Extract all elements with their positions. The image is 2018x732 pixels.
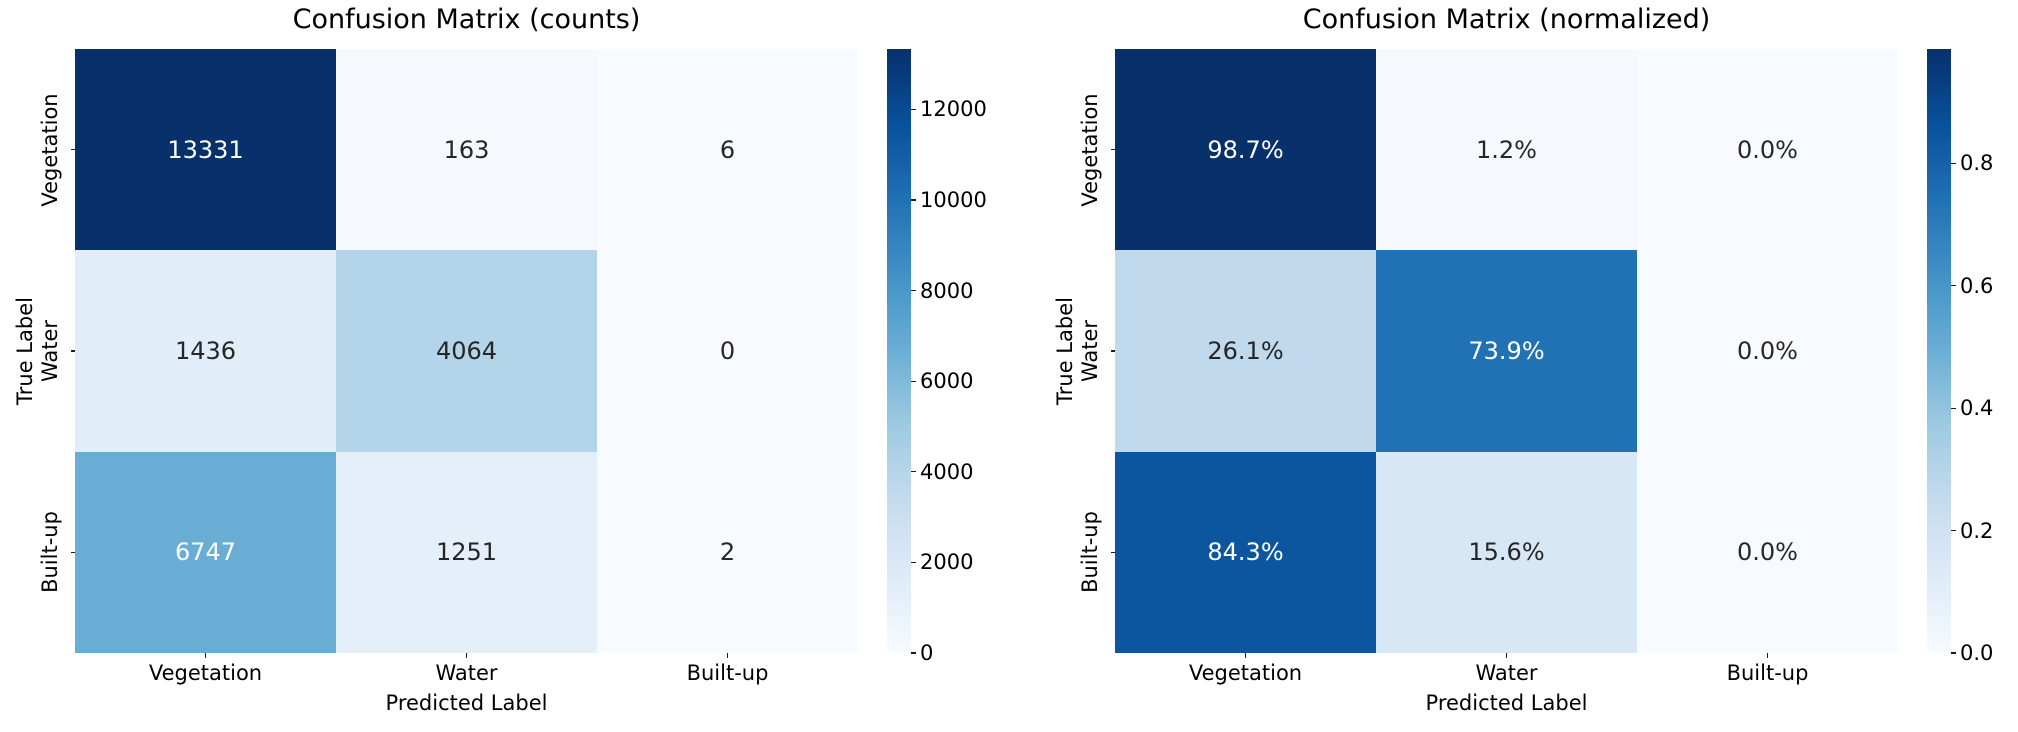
chart-title: Confusion Matrix (counts) — [292, 4, 641, 35]
colorbar-tick-mark — [1951, 529, 1956, 532]
y-tick-mark — [1110, 350, 1115, 352]
x-tick-label: Built-up — [686, 661, 769, 685]
heatmap-cell: 0.0% — [1637, 250, 1898, 452]
colorbar-tick-mark — [911, 108, 916, 110]
cell-value: 6747 — [174, 538, 237, 567]
x-tick-label: Vegetation — [1188, 661, 1303, 685]
heatmap-cell: 6 — [597, 49, 858, 251]
cell-value: 1251 — [435, 538, 498, 567]
colorbar-tick-mark — [911, 289, 916, 292]
cell-value: 0 — [719, 336, 736, 365]
y-tick-mark — [1110, 149, 1115, 151]
y-tick-mark — [70, 149, 75, 151]
heatmap-grid: 13331 163 6 1436 4064 0 6747 1251 2 — [75, 49, 858, 653]
colorbar-tick-mark — [911, 561, 916, 564]
cell-value: 6 — [719, 135, 736, 164]
y-tick-mark — [70, 350, 75, 352]
colorbar-tick-label: 0.6 — [1960, 273, 1994, 298]
colorbar-tick-mark — [1951, 285, 1956, 287]
y-tick-label: Built-up — [1078, 511, 1102, 594]
y-tick-mark — [70, 551, 75, 553]
x-tick-mark — [204, 653, 207, 658]
heatmap-cell: 13331 — [75, 49, 336, 251]
colorbar-gradient — [1927, 49, 1951, 653]
y-tick-label: Water — [38, 319, 62, 383]
x-tick-mark — [1505, 653, 1508, 658]
y-axis-label: True Label — [13, 297, 37, 405]
colorbar-tick-mark — [1951, 162, 1956, 165]
colorbar-tick-label: 10000 — [920, 187, 987, 212]
heatmap-cell: 1436 — [75, 250, 336, 452]
heatmap-cell: 0.0% — [1637, 49, 1898, 251]
colorbar-tick-label: 4000 — [920, 459, 974, 484]
y-tick-label: Water — [1078, 319, 1102, 383]
heatmap-cell: 0.0% — [1637, 451, 1898, 653]
heatmap-cell: 1251 — [336, 451, 597, 653]
heatmap-cell: 2 — [597, 451, 858, 653]
heatmap-cell: 1.2% — [1376, 49, 1637, 251]
cell-value: 0.0% — [1737, 336, 1798, 365]
heatmap-cell: 4064 — [336, 250, 597, 452]
chart-title: Confusion Matrix (normalized) — [1302, 4, 1711, 35]
cell-value: 84.3% — [1207, 538, 1284, 567]
cell-value: 98.7% — [1207, 135, 1284, 164]
heatmap-cell: 84.3% — [1115, 451, 1376, 653]
y-axis-label: True Label — [1053, 297, 1077, 405]
cell-value: 2 — [719, 538, 736, 567]
y-tick-label: Vegetation — [1078, 93, 1102, 207]
colorbar-tick-mark — [1951, 652, 1956, 654]
colorbar-tick-label: 8000 — [920, 278, 974, 303]
cell-value: 73.9% — [1468, 336, 1545, 365]
cell-value: 26.1% — [1207, 336, 1284, 365]
x-axis-label: Predicted Label — [1425, 691, 1588, 715]
colorbar-tick-mark — [911, 471, 916, 473]
x-tick-label: Vegetation — [148, 661, 263, 685]
colorbar-tick-label: 0.0 — [1960, 641, 1994, 665]
colorbar-tick-label: 6000 — [920, 369, 974, 394]
cell-value: 163 — [443, 135, 490, 164]
x-tick-mark — [465, 653, 468, 658]
cell-value: 0.0% — [1737, 538, 1798, 567]
colorbar-tick-label: 12000 — [920, 97, 987, 122]
colorbar-tick-mark — [911, 652, 916, 654]
x-tick-label: Water — [1475, 661, 1538, 685]
x-tick-label: Built-up — [1726, 661, 1809, 685]
cell-value: 1.2% — [1476, 135, 1537, 164]
colorbar-tick-label: 0.8 — [1960, 151, 1994, 176]
colorbar-tick-mark — [911, 199, 916, 201]
colorbar-gradient — [887, 49, 911, 653]
heatmap-cell: 73.9% — [1376, 250, 1637, 452]
heatmap-cell: 6747 — [75, 451, 336, 653]
cell-value: 0.0% — [1737, 135, 1798, 164]
y-tick-label: Vegetation — [38, 93, 62, 207]
x-tick-mark — [726, 653, 729, 658]
x-tick-mark — [1244, 653, 1247, 658]
cell-value: 15.6% — [1468, 538, 1545, 567]
colorbar-tick-mark — [911, 380, 916, 382]
heatmap-cell: 26.1% — [1115, 250, 1376, 452]
cell-value: 4064 — [435, 336, 498, 365]
heatmap-cell: 0 — [597, 250, 858, 452]
colorbar-tick-mark — [1951, 407, 1956, 409]
heatmap-cell: 163 — [336, 49, 597, 251]
cell-value: 13331 — [167, 135, 244, 164]
heatmap-cell: 98.7% — [1115, 49, 1376, 251]
heatmap-cell: 15.6% — [1376, 451, 1637, 653]
y-tick-mark — [1110, 551, 1115, 553]
heatmap-grid: 98.7% 1.2% 0.0% 26.1% 73.9% 0.0% 84.3% 15.6% 0.0… — [1115, 49, 1898, 653]
y-tick-label: Built-up — [38, 511, 62, 594]
colorbar-tick-label: 0.4 — [1960, 396, 1994, 421]
cell-value: 1436 — [174, 336, 237, 365]
colorbar-tick-label: 0.2 — [1960, 518, 1994, 543]
x-axis-label: Predicted Label — [385, 691, 548, 715]
x-tick-label: Water — [435, 661, 498, 685]
colorbar-tick-label: 2000 — [920, 550, 974, 575]
colorbar-tick-label: 0 — [920, 641, 934, 665]
x-tick-mark — [1766, 653, 1769, 658]
